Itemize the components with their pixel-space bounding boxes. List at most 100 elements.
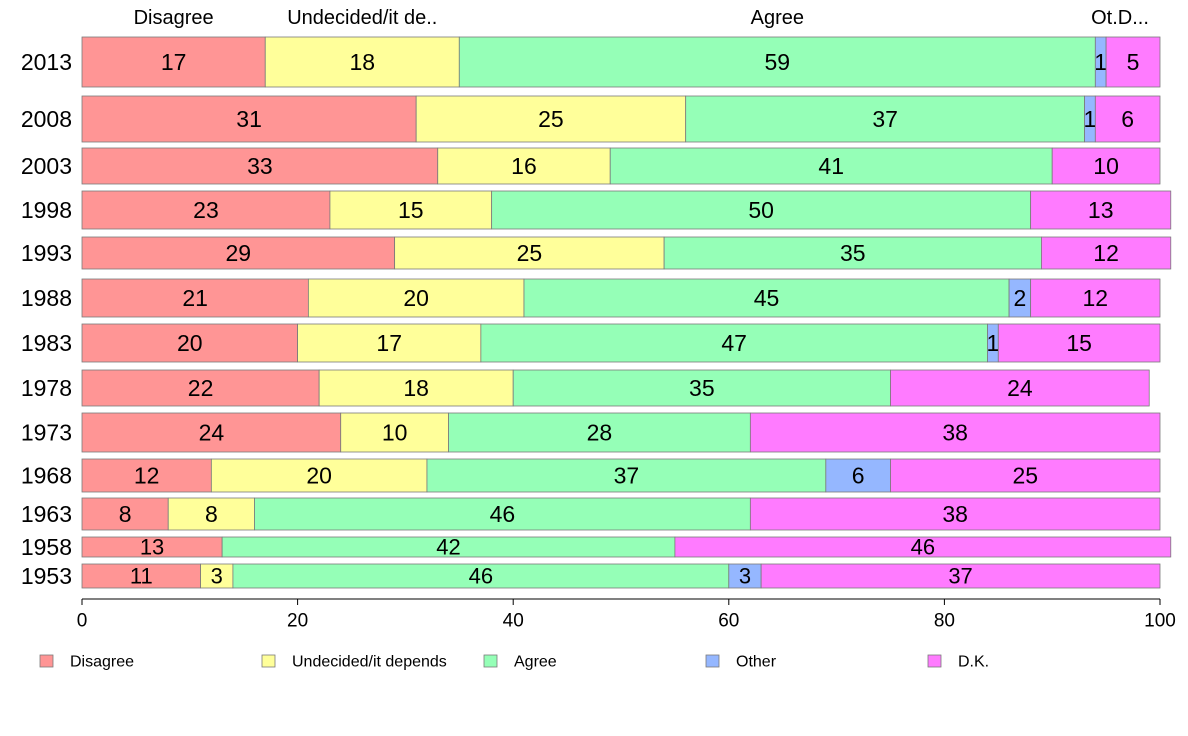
bar-segment (232, 563, 730, 589)
bar-segment (254, 497, 751, 531)
y-tick-label: 1958 (21, 534, 72, 560)
data-label: 41 (818, 153, 844, 179)
data-label: 13 (140, 535, 164, 560)
bar-segment (81, 36, 266, 88)
bar-segment (480, 323, 988, 363)
data-label: 12 (1093, 240, 1119, 266)
data-label: 21 (182, 285, 208, 311)
y-axis-labels: 2013 2008 2003 1998 1993 1988 1983 1978 1973 1968… (21, 49, 72, 589)
data-label: 20 (403, 285, 429, 311)
data-label: 47 (721, 330, 747, 356)
data-label: 24 (1007, 375, 1033, 401)
data-label: 15 (398, 197, 424, 223)
data-label: 38 (942, 501, 968, 527)
bar-segment (81, 95, 417, 143)
data-label: 12 (134, 463, 160, 489)
x-tick-label: 100 (1144, 611, 1176, 632)
data-label: 22 (188, 375, 214, 401)
data-label: 25 (517, 240, 543, 266)
bar-segment (81, 323, 299, 363)
data-label: 18 (403, 375, 429, 401)
bar-segment (491, 190, 1032, 230)
y-tick-label: 2013 (21, 49, 72, 75)
x-axis: 0 20 40 60 80 100 (77, 598, 1176, 632)
legend-label: D.K. (958, 654, 989, 671)
bar-segment (210, 458, 428, 493)
data-label: 28 (587, 420, 613, 446)
data-label: 23 (193, 197, 219, 223)
data-label: 37 (614, 463, 640, 489)
x-tick-label: 0 (77, 611, 88, 632)
data-label: 46 (911, 535, 935, 560)
bar-segment (512, 369, 891, 407)
bar-segment (685, 95, 1085, 143)
bar-segment (448, 412, 751, 453)
data-label: 3 (211, 564, 223, 589)
y-tick-label: 2008 (21, 106, 72, 132)
bar-segment (825, 458, 891, 493)
data-label: 29 (226, 240, 252, 266)
data-label: 37 (872, 106, 898, 132)
data-label: 17 (376, 330, 402, 356)
data-label: 6 (852, 463, 865, 489)
column-header-label: Ot.D... (1091, 7, 1149, 29)
bar-segment (760, 563, 1161, 589)
data-label: 20 (177, 330, 203, 356)
legend-label: Other (736, 654, 777, 671)
data-label: 8 (119, 501, 132, 527)
bar-segment (749, 497, 1161, 531)
bar-segment (415, 95, 687, 143)
bar-segment (394, 236, 665, 270)
y-tick-label: 1968 (21, 463, 72, 489)
bar-segment (297, 323, 482, 363)
bar-segment (340, 412, 449, 453)
bar-segment (81, 497, 169, 531)
y-tick-label: 1963 (21, 501, 72, 527)
bar-segment (674, 536, 1172, 558)
data-label: 1 (1084, 106, 1097, 132)
y-tick-label: 1998 (21, 197, 72, 223)
data-label: 37 (948, 564, 972, 589)
data-label: 33 (247, 153, 273, 179)
x-tick-label: 80 (934, 611, 955, 632)
y-tick-label: 1983 (21, 330, 72, 356)
bar-segment (200, 563, 234, 589)
legend-swatch (483, 654, 498, 668)
bar-segment (1030, 190, 1172, 230)
bar-segment (81, 458, 212, 493)
legend-label: Disagree (70, 654, 134, 671)
bar-segment (81, 412, 342, 453)
bar-segment (81, 369, 320, 407)
data-label: 5 (1127, 49, 1140, 75)
legend-label: Undecided/it depends (292, 654, 447, 671)
data-label: 15 (1066, 330, 1092, 356)
bar-segment (1105, 36, 1161, 88)
bar-segment (318, 369, 514, 407)
data-label: 16 (511, 153, 537, 179)
y-tick-label: 1993 (21, 240, 72, 266)
bar-segment (81, 563, 201, 589)
data-label: 35 (689, 375, 715, 401)
bar-segment (1030, 278, 1161, 318)
legend-label: Agree (514, 654, 557, 671)
legend-swatch (39, 654, 54, 668)
column-header-labels: Disagree Undecided/it de.. Agree Ot.D... (134, 7, 1149, 29)
bar-segment (307, 278, 525, 318)
data-label: 59 (765, 49, 791, 75)
data-label: 31 (236, 106, 262, 132)
data-label: 6 (1121, 106, 1134, 132)
bar-segment (426, 458, 827, 493)
legend-swatch (927, 654, 942, 668)
y-tick-label: 1973 (21, 420, 72, 446)
bar-segment (81, 190, 331, 230)
data-label: 12 (1083, 285, 1109, 311)
column-header-label: Agree (751, 7, 804, 29)
bar-segment (663, 236, 1042, 270)
data-label: 20 (306, 463, 332, 489)
data-label: 42 (436, 535, 460, 560)
data-label: 38 (942, 420, 968, 446)
y-tick-label: 1978 (21, 375, 72, 401)
bar-segment (523, 278, 1010, 318)
